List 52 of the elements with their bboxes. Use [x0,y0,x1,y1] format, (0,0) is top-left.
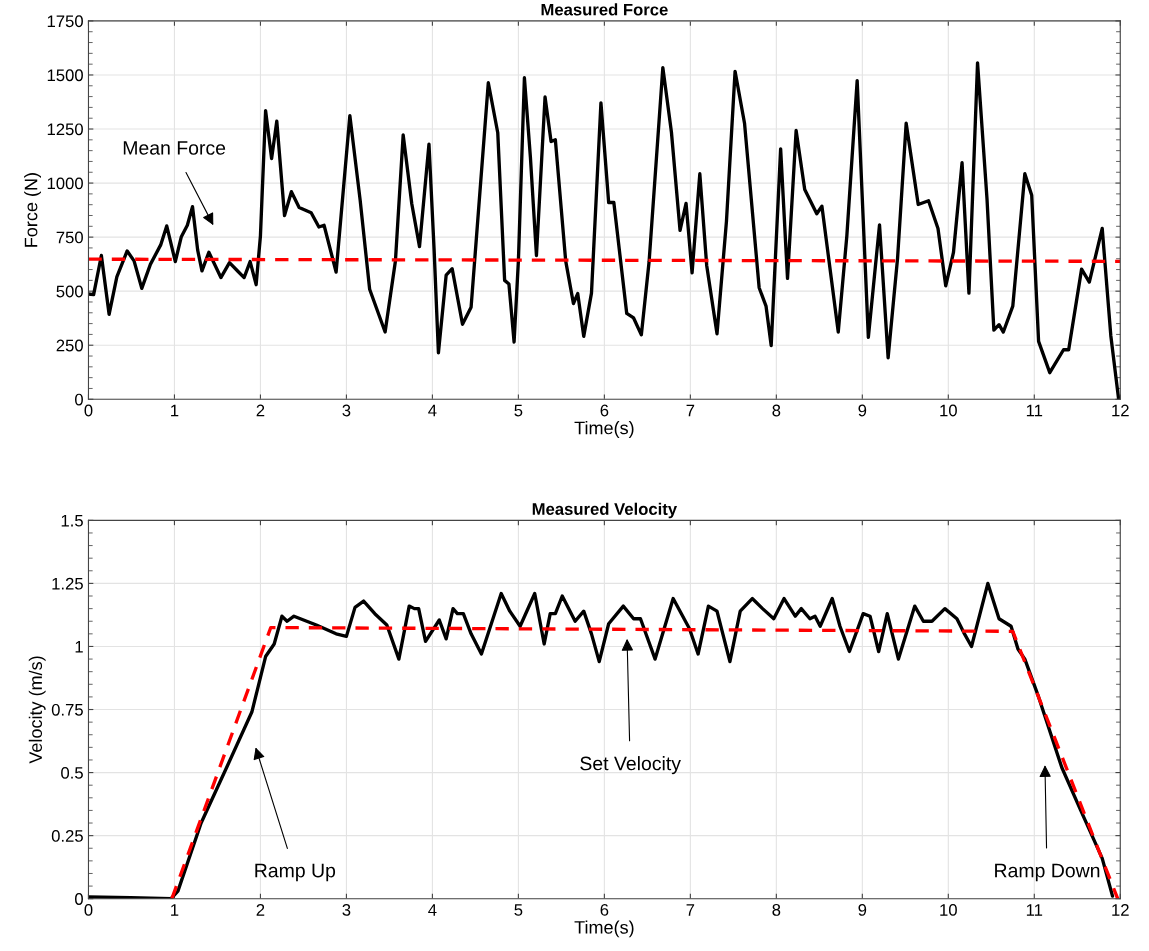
chart-title: Measured Velocity [532,502,678,519]
x-tick-label: 5 [514,904,523,916]
x-tick-label: 3 [342,904,351,916]
y-tick-label: 1 [75,641,83,653]
x-tick-label: 12 [1112,404,1129,417]
y-tick-label: 1750 [47,15,83,28]
y-axis-title: Force (N) [24,173,41,247]
annotation: Ramp Up [255,863,336,882]
x-tick-label: 6 [600,904,609,916]
y-tick-label: 1250 [47,123,83,136]
y-tick-label: 1.5 [61,514,83,527]
y-tick-label: 0.75 [51,703,83,716]
x-tick-label: 10 [940,404,957,417]
y-tick-label: 1500 [47,69,83,82]
annotation: Set Velocity [580,756,681,775]
x-tick-label: 8 [772,904,781,916]
y-tick-label: 500 [56,285,83,298]
chart-title: Measured Force [541,3,668,16]
x-tick-label: 2 [256,904,265,916]
y-tick-label: 750 [56,231,83,244]
x-tick-label: 12 [1112,904,1129,916]
annotation: Ramp Down [995,863,1100,882]
y-axis-title: Velocity (m/s) [28,656,46,764]
y-tick-label: 250 [56,339,83,352]
x-tick-label: 11 [1026,904,1043,916]
x-tick-label: 5 [514,404,523,417]
x-tick-label: 7 [686,904,695,916]
x-tick-label: 2 [256,404,265,417]
x-tick-label: 4 [428,404,437,417]
x-tick-label: 0 [84,904,93,916]
y-tick-label: 0.5 [61,766,83,779]
x-axis-title: Time(s) [574,920,634,938]
line-series [88,581,1115,899]
annotation: Mean Force [123,141,226,155]
x-axis-title: Time(s) [574,421,634,438]
x-tick-label: 6 [600,404,609,417]
x-tick-label: 9 [858,404,867,417]
x-tick-label: 11 [1026,404,1043,417]
x-tick-label: 9 [858,904,867,916]
y-tick-label: 1.25 [52,577,83,590]
x-tick-label: 3 [342,404,351,417]
y-tick-label: 0 [74,393,83,406]
x-tick-label: 4 [428,904,437,916]
x-tick-label: 1 [171,404,179,417]
x-tick-label: 0 [84,404,93,417]
y-tick-label: 0 [74,893,83,905]
x-tick-label: 8 [772,404,781,417]
x-tick-label: 7 [686,404,695,417]
x-tick-label: 10 [940,904,957,916]
y-tick-label: 1000 [47,177,83,190]
x-tick-label: 1 [171,904,179,916]
y-tick-label: 0.25 [51,830,83,842]
